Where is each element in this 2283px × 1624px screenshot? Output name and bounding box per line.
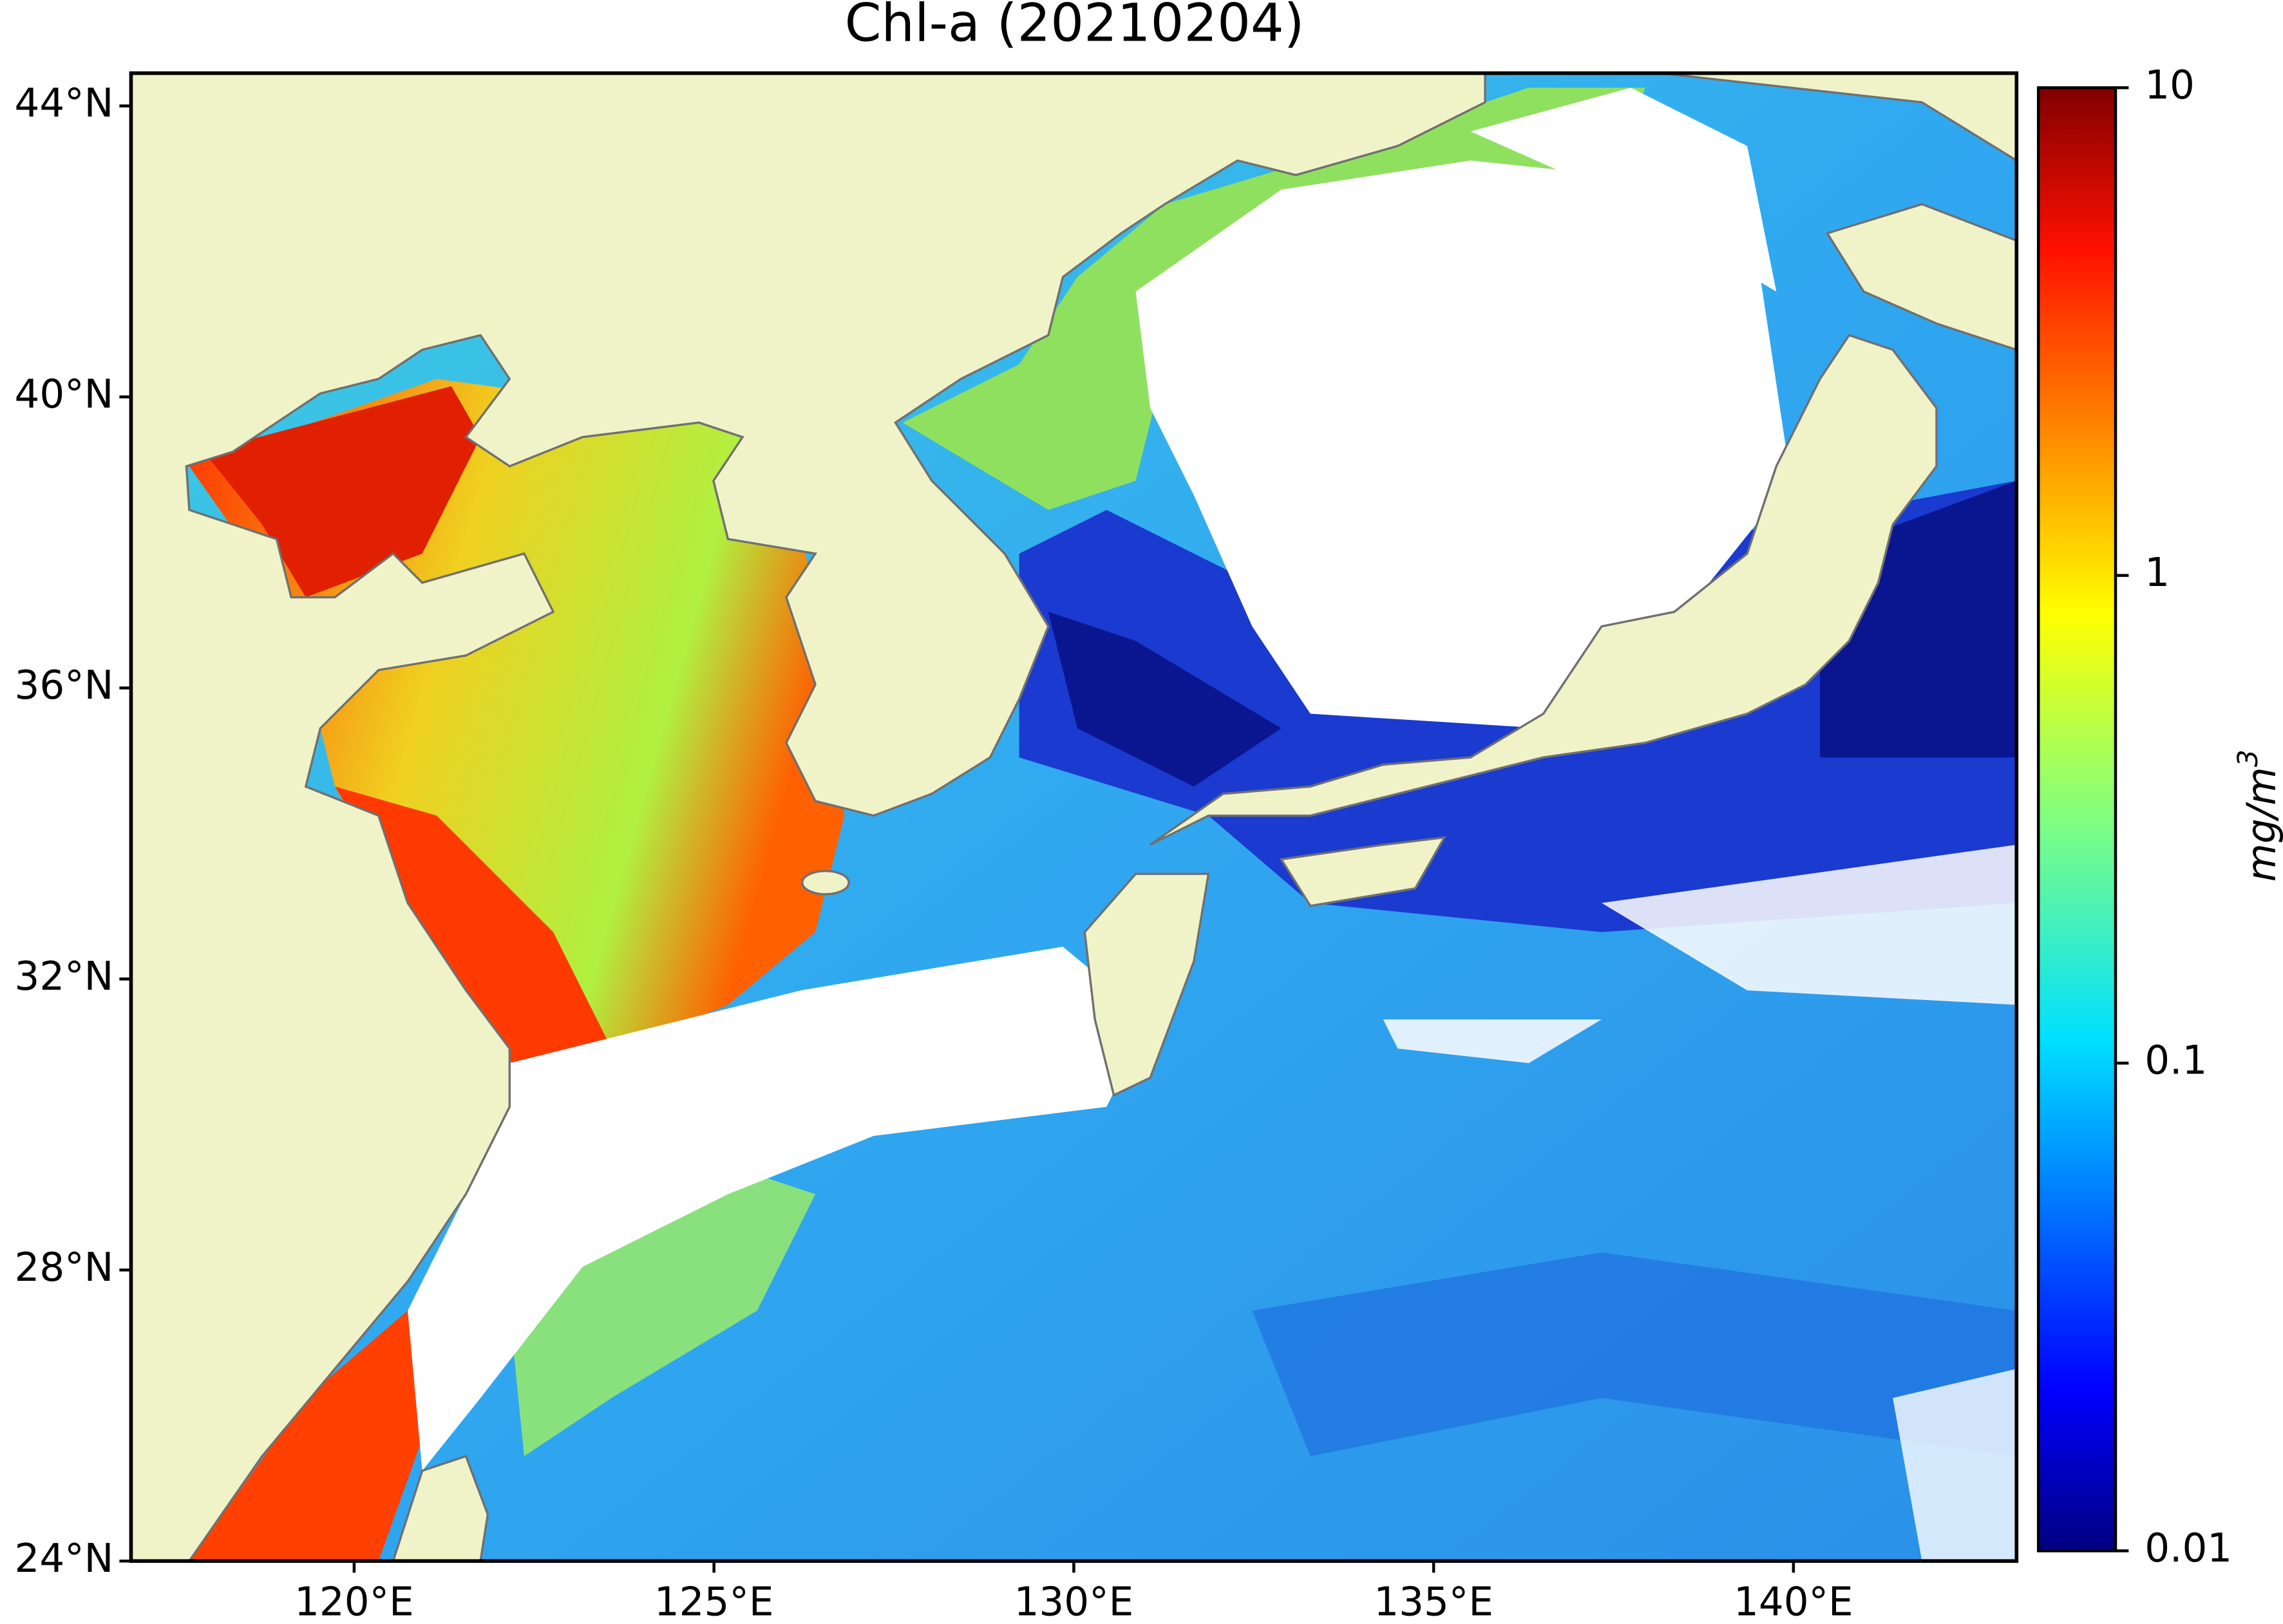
colorbar-tick-label: 1 — [2145, 550, 2170, 596]
honshu — [1150, 334, 1938, 846]
taiwan — [392, 1455, 489, 1562]
y-tick-label: 40°N — [15, 372, 114, 417]
chl-high-region — [334, 786, 612, 1078]
asia-mainland — [131, 73, 1486, 1562]
cloud-region — [1135, 160, 1791, 729]
kyushu — [1083, 873, 1210, 1097]
colorbar — [2036, 86, 2117, 1553]
ticks: 120°E 125°E 130°E 135°E 140°E 24°N 28°N 32°N 36°… — [15, 62, 2233, 1624]
cloud-region — [1893, 1368, 2017, 1562]
colorbar-label-exponent: 3 — [2232, 750, 2264, 767]
y-tick-label: 28°N — [15, 1245, 114, 1290]
chl-low-region — [1252, 1252, 2017, 1457]
colorbar-tick-label: 0.01 — [2145, 1525, 2232, 1571]
jeju — [801, 869, 850, 896]
x-tick-label: 130°E — [1014, 1580, 1134, 1624]
cloud-region — [408, 947, 1151, 1471]
y-tick-label: 36°N — [15, 663, 114, 708]
colorbar-label: mg/m3 — [2232, 750, 2283, 882]
colorbar-label-base: mg/m — [2239, 767, 2283, 882]
hokkaido — [1825, 203, 2017, 351]
cloud-region — [1470, 88, 1777, 292]
shikoku — [1279, 836, 1446, 907]
cloud-region — [1601, 844, 2017, 1005]
land — [131, 73, 2017, 1562]
x-tick-label: 135°E — [1374, 1580, 1493, 1624]
x-tick-label: 125°E — [654, 1580, 774, 1624]
sakhalin-region — [1660, 73, 2017, 162]
x-tick-label: 120°E — [294, 1580, 414, 1624]
chl-high-region — [189, 1310, 437, 1562]
colorbar-tick-label: 0.1 — [2145, 1038, 2207, 1084]
map — [131, 73, 2017, 1562]
y-tick-label: 24°N — [15, 1536, 114, 1582]
chl-high-region — [204, 386, 481, 598]
y-tick-label: 44°N — [15, 80, 114, 126]
x-tick-label: 140°E — [1734, 1580, 1853, 1624]
colorbar-tick-label: 10 — [2145, 62, 2195, 108]
cloud-region — [1383, 1019, 1602, 1063]
chl-mid-region — [509, 1165, 816, 1457]
map-title: Chl-a (20210204) — [845, 0, 1305, 54]
y-tick-label: 32°N — [15, 954, 114, 999]
